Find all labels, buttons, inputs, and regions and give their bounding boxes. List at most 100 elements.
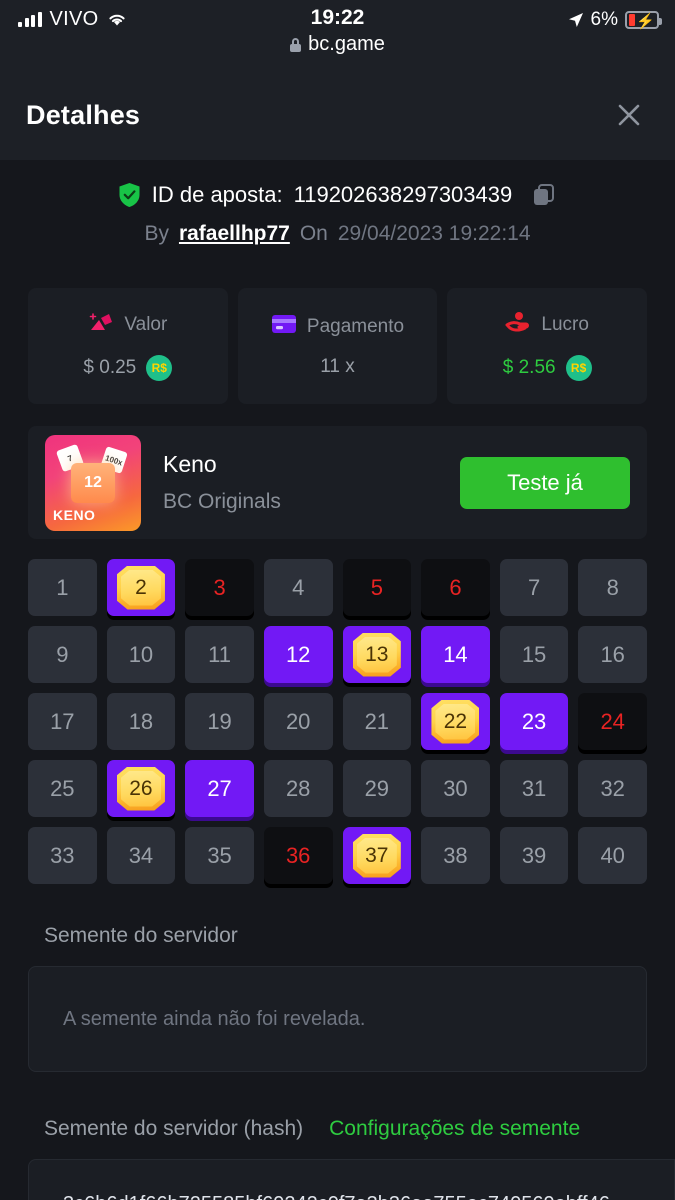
- keno-cell-18[interactable]: 18: [106, 693, 176, 750]
- status-bar-clock: 19:22: [310, 6, 365, 29]
- details-body: ID de aposta: 119202638297303439 By rafa…: [0, 160, 675, 1200]
- keno-cell-12[interactable]: 12: [263, 626, 333, 683]
- keno-cell-number: 17: [50, 708, 75, 734]
- keno-cell-28[interactable]: 28: [263, 760, 333, 817]
- bet-id-label: ID de aposta:: [151, 182, 283, 207]
- keno-cell-24[interactable]: 24: [578, 693, 647, 750]
- keno-cell-number: 27: [207, 775, 232, 801]
- keno-cell-38[interactable]: 38: [421, 827, 490, 884]
- keno-cell-number: 24: [600, 708, 625, 734]
- server-seed-hash-value[interactable]: 3c6b6d1f66b725585bf69242c0f7a3b36aa755ec…: [28, 1159, 675, 1200]
- keno-cell-number: 31: [521, 775, 547, 801]
- close-icon[interactable]: [609, 95, 649, 135]
- keno-cell-number: 1: [56, 574, 69, 600]
- keno-cell-37[interactable]: 37: [342, 827, 412, 884]
- bet-amount-icon: [88, 311, 114, 338]
- keno-cell-36[interactable]: 36: [263, 827, 333, 884]
- keno-cell-number: 10: [128, 641, 154, 667]
- keno-cell-17[interactable]: 17: [28, 693, 97, 750]
- keno-cell-3[interactable]: 3: [185, 559, 254, 616]
- keno-cell-33[interactable]: 33: [28, 827, 97, 884]
- keno-cell-25[interactable]: 25: [28, 760, 97, 817]
- keno-cell-11[interactable]: 11: [185, 626, 254, 683]
- stat-card-pagamento: Pagamento 11 x: [237, 288, 438, 404]
- game-thumbnail[interactable]: 7 100x 12 KENO: [45, 434, 141, 531]
- keno-cell-19[interactable]: 19: [185, 693, 254, 750]
- keno-cell-10[interactable]: 10: [106, 626, 176, 683]
- stat-value: 11 x: [320, 356, 355, 377]
- on-label: On: [299, 222, 328, 245]
- server-seed-hash-row: Semente do servidor (hash) Configurações…: [44, 1117, 647, 1141]
- keno-cell-22[interactable]: 22: [421, 693, 490, 750]
- keno-cell-13[interactable]: 13: [342, 626, 412, 683]
- keno-cell-number: 15: [521, 641, 547, 667]
- keno-cell-number: 36: [285, 842, 311, 868]
- keno-cell-number: 28: [285, 775, 311, 801]
- shield-check-icon: [118, 182, 141, 208]
- currency-badge: R$: [146, 355, 173, 381]
- bet-datetime: 29/04/2023 19:22:14: [337, 222, 531, 245]
- keno-cell-number: 4: [292, 574, 305, 600]
- keno-cell-5[interactable]: 5: [342, 559, 412, 616]
- keno-cell-number: 8: [606, 574, 619, 600]
- keno-cell-31[interactable]: 31: [499, 760, 569, 817]
- stat-value: $ 2.56: [502, 357, 556, 378]
- keno-cell-number: 21: [364, 708, 390, 734]
- keno-cell-21[interactable]: 21: [342, 693, 412, 750]
- copy-icon[interactable]: [531, 182, 557, 208]
- bet-id-row: ID de aposta: 119202638297303439: [0, 160, 675, 208]
- keno-cell-27[interactable]: 27: [185, 760, 254, 817]
- keno-cell-40[interactable]: 40: [578, 827, 647, 884]
- keno-cell-39[interactable]: 39: [499, 827, 569, 884]
- server-seed-value[interactable]: A semente ainda não foi revelada.: [28, 966, 647, 1072]
- status-bar-left: VIVO: [18, 8, 127, 31]
- gem-icon: [431, 699, 480, 744]
- keno-cell-1[interactable]: 1: [28, 559, 97, 616]
- keno-cell-number: 39: [521, 842, 547, 868]
- keno-cell-23[interactable]: 23: [499, 693, 569, 750]
- keno-cell-14[interactable]: 14: [421, 626, 490, 683]
- username-link[interactable]: rafaellhp77: [178, 222, 290, 245]
- carrier-name: VIVO: [49, 8, 99, 30]
- keno-cell-34[interactable]: 34: [106, 827, 176, 884]
- thumb-gem-icon: 12: [71, 462, 115, 503]
- seed-settings-link[interactable]: Configurações de semente: [329, 1117, 581, 1140]
- keno-cell-9[interactable]: 9: [28, 626, 97, 683]
- keno-cell-2[interactable]: 2: [106, 559, 176, 616]
- gem-icon: [352, 632, 401, 677]
- keno-cell-29[interactable]: 29: [342, 760, 412, 817]
- keno-cell-8[interactable]: 8: [578, 559, 647, 616]
- profit-hand-icon: [505, 311, 531, 338]
- keno-cell-32[interactable]: 32: [578, 760, 647, 817]
- stat-value-row: $ 0.25 R$: [83, 355, 173, 381]
- modal-header: Detalhes: [0, 70, 675, 160]
- keno-cell-7[interactable]: 7: [499, 559, 569, 616]
- keno-cell-4[interactable]: 4: [263, 559, 333, 616]
- stat-value-row: 11 x: [320, 356, 355, 378]
- keno-cell-30[interactable]: 30: [421, 760, 490, 817]
- game-name: Keno: [163, 451, 217, 477]
- keno-cell-number: 34: [128, 842, 154, 868]
- stat-label: Valor: [124, 313, 168, 335]
- keno-cell-6[interactable]: 6: [421, 559, 490, 616]
- keno-cell-16[interactable]: 16: [578, 626, 647, 683]
- bet-id-value: 119202638297303439: [293, 182, 513, 207]
- by-label: By: [144, 222, 169, 245]
- keno-cell-number: 19: [207, 708, 232, 734]
- gem-icon: [116, 766, 165, 811]
- byline: By rafaellhp77 On 29/04/2023 19:22:14: [0, 222, 675, 246]
- try-now-button[interactable]: Teste já: [460, 456, 630, 509]
- keno-cell-number: 14: [443, 641, 468, 667]
- payout-card-icon: [271, 314, 297, 339]
- keno-cell-number: 11: [208, 641, 231, 667]
- keno-cell-number: 3: [213, 574, 226, 600]
- keno-cell-35[interactable]: 35: [185, 827, 254, 884]
- game-provider: BC Originals: [163, 490, 281, 513]
- keno-cell-26[interactable]: 26: [106, 760, 176, 817]
- keno-cell-15[interactable]: 15: [499, 626, 569, 683]
- keno-cell-20[interactable]: 20: [263, 693, 333, 750]
- browser-url-bar[interactable]: bc.game: [0, 33, 675, 56]
- keno-cell-number: 6: [449, 574, 462, 600]
- stat-label: Lucro: [541, 313, 589, 335]
- gem-icon: [116, 565, 165, 610]
